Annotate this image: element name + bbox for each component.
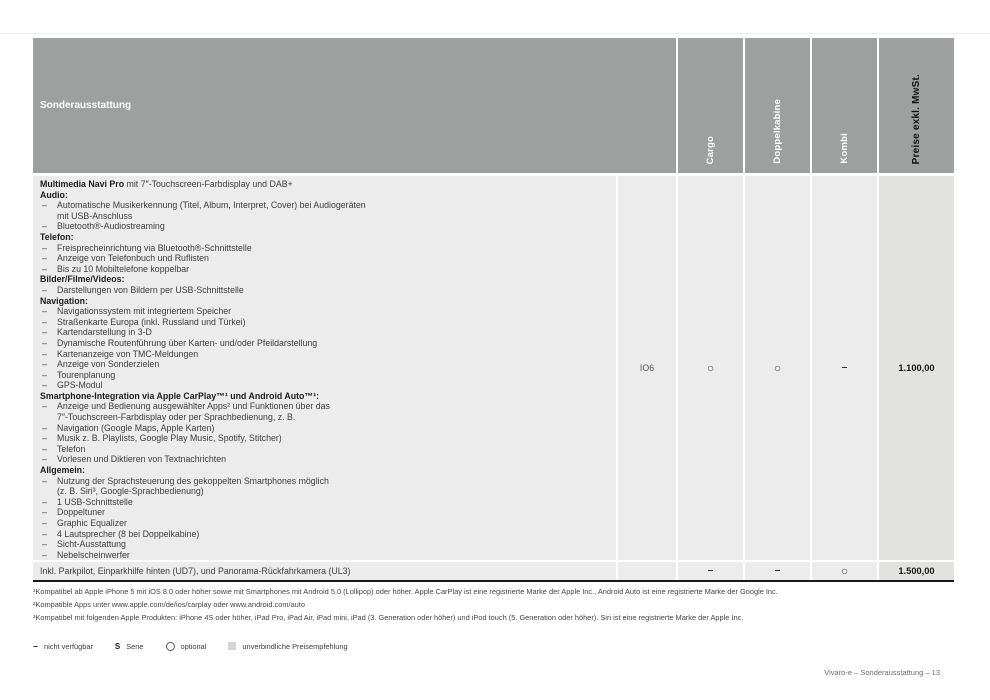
row2-description: Inkl. Parkpilot, Einparkhilfe hinten (UD… <box>40 566 351 576</box>
price-recommendation-square-icon <box>228 642 237 650</box>
legend-item: unverbindliche Preisempfehlung <box>228 641 348 651</box>
row2-code-cell <box>618 562 676 580</box>
row1-cargo-cell: ○ <box>678 176 743 560</box>
feature-line: – Navigation (Google Maps, Apple Karten) <box>42 422 215 433</box>
feature-line: – Graphic Equalizer <box>42 518 127 528</box>
feature-line: Allgemein: <box>40 465 85 476</box>
feature-line: – Telefon <box>42 443 86 454</box>
feature-line: – GPS-Modul <box>42 380 103 391</box>
row2-price-cell: 1.500,00 <box>879 562 954 580</box>
feature-line: Multimedia Navi Pro mit 7″-Touchscreen-F… <box>40 179 293 189</box>
row1-price-cell: 1.100,00 <box>879 176 954 560</box>
option-code: IO6 <box>639 363 655 373</box>
row2-doppelkabine-cell: – <box>745 562 810 580</box>
feature-line: – Nutzung der Sprachsteuerung des gekoppe… <box>42 475 329 486</box>
footnote: ³Kompatibel mit folgenden Apple Produkte… <box>33 613 744 623</box>
feature-line: – Anzeige von Telefonbuch und Ruflisten <box>42 253 209 264</box>
feature-line: – Navigationssystem mit integriertem Spei… <box>42 306 232 317</box>
availability-mark-kombi: – <box>841 362 848 373</box>
feature-line: – Bluetooth®-Audiostreaming <box>42 221 165 232</box>
feature-line: – Kartenanzeige von TMC-Meldungen <box>42 348 199 359</box>
feature-line: – Darstellungen von Bildern per USB-Schni… <box>42 284 244 295</box>
feature-line: – Sicht-Ausstattung <box>42 539 126 550</box>
feature-line: – Straßenkarte Europa (inkl. Russland und… <box>42 316 246 327</box>
legend-label: optional <box>180 641 207 651</box>
footnotes: ¹Kompatibel ab Apple iPhone 5 mit iOS 8.… <box>33 585 963 625</box>
feature-line: –4 Lautsprecher (8 bei Doppelkabine) <box>42 528 200 539</box>
feature-line: mit USB-Anschluss <box>57 210 133 221</box>
availability-mark-doppelkabine: ○ <box>773 361 782 375</box>
table-title: Sonderausstattung <box>40 100 132 111</box>
header-cell-kombi: Kombi <box>812 38 877 173</box>
legend-label: Serie <box>126 641 144 651</box>
feature-line: – Tourenplanung <box>42 369 116 380</box>
legend-item: S Serie <box>115 642 144 651</box>
row1-code-cell: IO6 <box>618 176 676 560</box>
table-bottom-rule <box>33 580 954 583</box>
price-value: 1.100,00 <box>898 363 935 373</box>
footnote: ¹Kompatibel ab Apple iPhone 5 mit iOS 8.… <box>33 587 778 596</box>
feature-line: – Doppeltuner <box>42 507 105 518</box>
column-label-doppelkabine: Doppelkabine <box>772 99 783 164</box>
series-icon: S <box>114 641 121 651</box>
legend-item: optional <box>165 641 207 651</box>
feature-line: – Dynamische Routenführung über Karten- u… <box>42 337 318 348</box>
row1-description-cell: Multimedia Navi Pro mit 7″-Touchscreen-F… <box>33 176 616 560</box>
row1-kombi-cell: – <box>812 176 877 560</box>
feature-line: – Automatische Musikerkennung (Titel, Alb… <box>42 200 366 211</box>
availability-mark-kombi: ○ <box>840 564 849 578</box>
row2-kombi-cell: ○ <box>812 562 877 580</box>
column-label-preise: Preise exkl. MwSt. <box>911 73 922 164</box>
page-footer: Vivaro-e – Sonderausstattung – 13 <box>824 668 940 677</box>
availability-mark-cargo: – <box>707 565 714 576</box>
feature-line: – Musik z. B. Playlists, Google Play Musi… <box>42 433 282 444</box>
feature-line: Bilder/Filme/Videos: <box>40 274 125 285</box>
legend-item: – nicht verfügbar <box>33 641 93 651</box>
feature-line: (z. B. Siri³, Google-Sprachbedienung) <box>57 486 204 497</box>
row1-description: Multimedia Navi Pro mit 7″-Touchscreen-F… <box>33 176 616 560</box>
page-top-rule <box>0 33 990 34</box>
availability-mark-doppelkabine: – <box>774 565 781 576</box>
row2-cargo-cell: – <box>678 562 743 580</box>
feature-line: Navigation: <box>40 295 88 306</box>
feature-line: 7″-Touchscreen-Farbdisplay oder per Spra… <box>57 412 296 423</box>
feature-line: – Anzeige von Sonderzielen <box>42 359 160 370</box>
feature-line: – Vorlesen und Diktieren von Textnachrich… <box>42 454 227 465</box>
feature-line: Telefon: <box>40 231 74 242</box>
feature-line: – Nebelscheinwerfer <box>42 549 130 560</box>
feature-line: –1 USB-Schnittstelle <box>42 496 133 507</box>
header-cell-sonderausstattung: Sonderausstattung <box>33 38 676 173</box>
price-value: 1.500,00 <box>898 566 935 576</box>
feature-line: – Kartendarstellung in 3-D <box>42 327 152 338</box>
header-cell-preise: Preise exkl. MwSt. <box>879 38 954 173</box>
footnote: ²Kompatible Apps unter www.apple.com/de/… <box>33 600 305 610</box>
feature-line: Smartphone-Integration via Apple CarPlay… <box>40 390 320 401</box>
legend-label: nicht verfügbar <box>44 641 93 651</box>
legend-label: unverbindliche Preisempfehlung <box>242 641 348 651</box>
feature-line: – Freisprecheinrichtung via Bluetooth®-Sc… <box>42 242 252 253</box>
optional-circle-icon <box>165 641 175 651</box>
header-cell-doppelkabine: Doppelkabine <box>745 38 810 173</box>
row2-description-cell: Inkl. Parkpilot, Einparkhilfe hinten (UD… <box>33 562 616 580</box>
not-available-icon: – <box>33 641 39 651</box>
feature-line: – Bis zu 10 Mobiltelefone koppelbar <box>42 263 190 274</box>
feature-line: Audio: <box>40 189 68 200</box>
header-cell-cargo: Cargo <box>678 38 743 173</box>
row1-doppelkabine-cell: ○ <box>745 176 810 560</box>
availability-mark-cargo: ○ <box>706 361 715 375</box>
column-label-kombi: Kombi <box>839 133 850 164</box>
feature-line: – Anzeige und Bedienung ausgewählter Apps… <box>42 401 330 412</box>
column-label-cargo: Cargo <box>705 135 716 164</box>
legend: – nicht verfügbar S Serie optional unverbindl… <box>33 641 370 651</box>
